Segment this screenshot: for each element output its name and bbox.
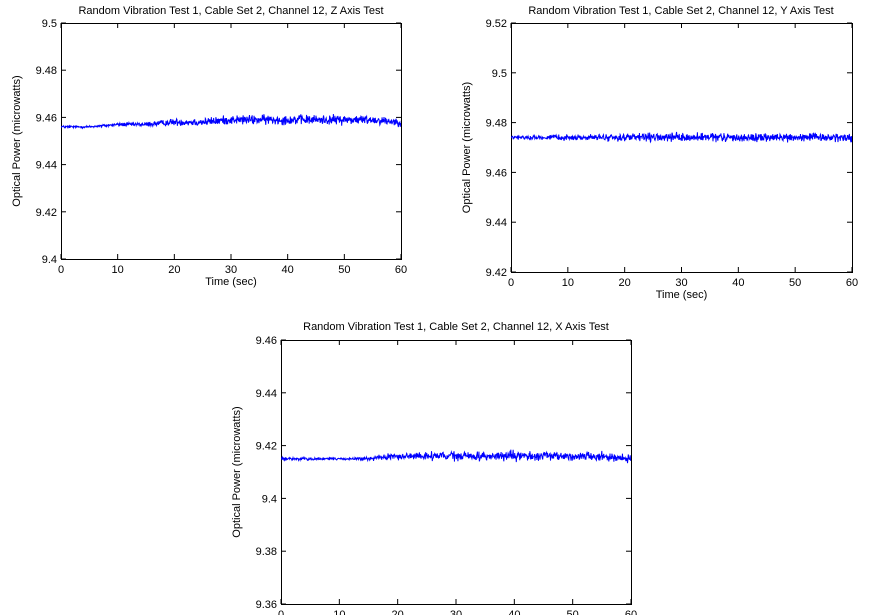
x-tick-label: 10 bbox=[112, 264, 124, 276]
x-tick-label: 50 bbox=[338, 264, 350, 276]
y-tick-label: 9.42 bbox=[256, 441, 277, 453]
x-tick-label: 0 bbox=[278, 609, 284, 615]
y-tick-label: 9.42 bbox=[486, 267, 507, 279]
y-tick-label: 9.52 bbox=[486, 18, 507, 30]
x-tick-label: 60 bbox=[846, 277, 858, 289]
chart-title: Random Vibration Test 1, Cable Set 2, Ch… bbox=[528, 5, 833, 17]
series-line bbox=[61, 113, 401, 130]
chart-title: Random Vibration Test 1, Cable Set 2, Ch… bbox=[78, 5, 383, 17]
x-tick-label: 20 bbox=[168, 264, 180, 276]
y-tick-label: 9.46 bbox=[36, 112, 57, 124]
y-tick-label: 9.44 bbox=[256, 388, 277, 400]
x-tick-label: 0 bbox=[58, 264, 64, 276]
y-tick-label: 9.4 bbox=[262, 493, 277, 505]
x-axis-label: Time (sec) bbox=[205, 276, 257, 288]
plot-frame bbox=[61, 23, 402, 260]
chart-2: Random Vibration Test 1, Cable Set 2, Ch… bbox=[461, 5, 858, 301]
x-tick-label: 20 bbox=[392, 609, 404, 615]
chart-1: Random Vibration Test 1, Cable Set 2, Ch… bbox=[11, 5, 407, 288]
x-tick-label: 30 bbox=[450, 609, 462, 615]
plot-frame bbox=[511, 23, 853, 273]
y-axis-label: Optical Power (microwatts) bbox=[231, 406, 243, 537]
chart-3: Random Vibration Test 1, Cable Set 2, Ch… bbox=[231, 321, 637, 615]
y-tick-label: 9.48 bbox=[36, 65, 57, 77]
x-tick-label: 40 bbox=[282, 264, 294, 276]
x-tick-label: 20 bbox=[619, 277, 631, 289]
y-tick-label: 9.44 bbox=[36, 160, 57, 172]
y-tick-label: 9.48 bbox=[486, 118, 507, 130]
x-tick-label: 30 bbox=[225, 264, 237, 276]
x-tick-label: 60 bbox=[625, 609, 637, 615]
x-tick-label: 50 bbox=[567, 609, 579, 615]
x-tick-label: 40 bbox=[508, 609, 520, 615]
y-tick-label: 9.42 bbox=[36, 207, 57, 219]
chart-title: Random Vibration Test 1, Cable Set 2, Ch… bbox=[303, 321, 609, 333]
y-tick-label: 9.5 bbox=[492, 68, 507, 80]
y-axis-label: Optical Power (microwatts) bbox=[11, 75, 23, 206]
x-tick-label: 40 bbox=[732, 277, 744, 289]
x-axis-label: Time (sec) bbox=[656, 289, 708, 301]
series-line bbox=[281, 449, 631, 464]
x-tick-label: 10 bbox=[562, 277, 574, 289]
y-tick-label: 9.38 bbox=[256, 546, 277, 558]
y-tick-label: 9.46 bbox=[486, 167, 507, 179]
x-tick-label: 0 bbox=[508, 277, 514, 289]
x-tick-label: 60 bbox=[395, 264, 407, 276]
x-tick-label: 30 bbox=[675, 277, 687, 289]
y-tick-label: 9.36 bbox=[256, 599, 277, 611]
y-tick-label: 9.44 bbox=[486, 217, 507, 229]
x-tick-label: 50 bbox=[789, 277, 801, 289]
y-tick-label: 9.46 bbox=[256, 335, 277, 347]
x-tick-label: 10 bbox=[333, 609, 345, 615]
y-axis-label: Optical Power (microwatts) bbox=[461, 82, 473, 213]
y-tick-label: 9.4 bbox=[42, 254, 57, 266]
plot-frame bbox=[281, 340, 632, 605]
y-tick-label: 9.5 bbox=[42, 18, 57, 30]
series-line bbox=[511, 131, 852, 144]
